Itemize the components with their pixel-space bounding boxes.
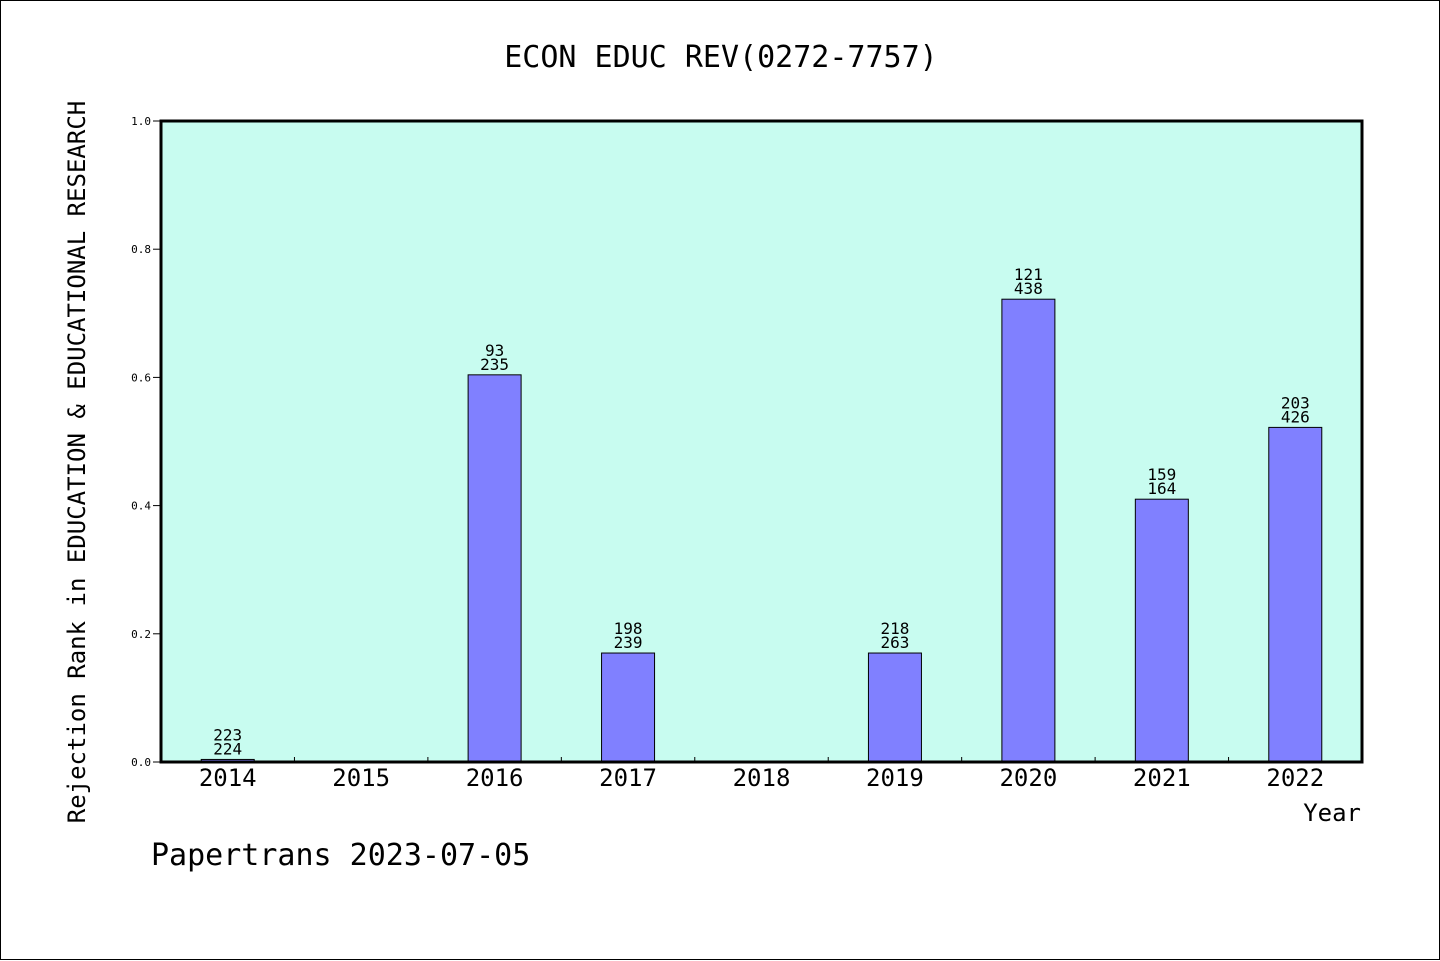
bar-2022 [1268,426,1323,763]
bar-2019 [867,652,922,763]
y-tick-label: 1.0 [131,115,151,128]
x-axis-label: Year [1303,799,1361,827]
rank-label-2017: 198 [614,619,643,638]
bar-2020 [1001,298,1056,763]
x-tick-label: 2017 [599,764,657,792]
y-tick-label: 0.0 [131,756,151,769]
total-label-2020: 438 [1014,279,1043,298]
y-ticks-layer: 0.0 0.2 0.4 0.6 0.8 1.0 [131,115,161,769]
total-label-2017: 239 [614,633,643,652]
y-tick-label: 0.6 [131,371,151,384]
y-axis-label: Rejection Rank in EDUCATION & EDUCATIONA… [63,101,91,823]
total-label-2022: 426 [1281,407,1310,426]
total-label-2021: 164 [1147,479,1176,498]
x-tick-label: 2020 [999,764,1057,792]
rank-label-2022: 203 [1281,393,1310,412]
total-label-2014: 224 [213,739,242,758]
x-tick-label: 2018 [733,764,791,792]
x-tick-label: 2014 [199,764,257,792]
rank-label-2020: 121 [1014,265,1043,284]
bars-layer [200,298,1323,763]
footer-text: Papertrans 2023-07-05 [151,838,530,873]
rank-label-2014: 223 [213,725,242,744]
x-tick-label: 2022 [1266,764,1324,792]
bar-2016 [467,374,522,763]
bar-2017 [601,652,656,763]
bar-2021 [1134,498,1189,763]
x-ticks-layer: 2014 2015 2016 2017 2018 2019 2020 2021 2022 [199,757,1324,792]
total-label-2016: 235 [480,355,509,374]
total-label-2019: 263 [880,633,909,652]
plot-border [159,119,1364,764]
x-tick-label: 2021 [1133,764,1191,792]
y-tick-label: 0.2 [131,628,151,641]
x-tick-label: 2015 [332,764,390,792]
y-tick-label: 0.8 [131,243,151,256]
rank-label-2021: 159 [1147,465,1176,484]
x-tick-label: 2019 [866,764,924,792]
rank-label-2019: 218 [880,619,909,638]
chart-title: ECON EDUC REV(0272-7757) [504,40,937,75]
x-tick-label: 2016 [466,764,524,792]
rank-label-2016: 93 [485,341,504,360]
y-tick-label: 0.4 [131,500,151,513]
